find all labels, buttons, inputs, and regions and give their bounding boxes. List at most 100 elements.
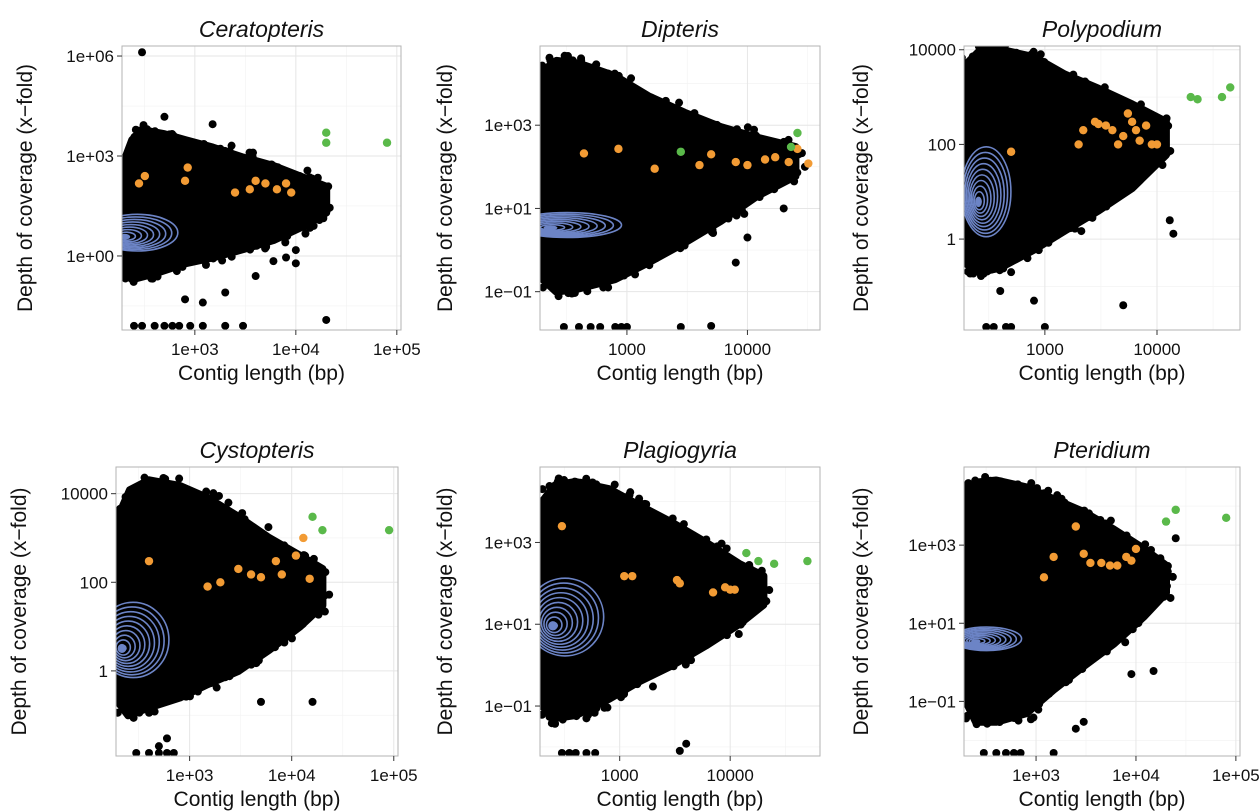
contig-point (576, 478, 585, 487)
plot-marks (122, 48, 392, 330)
density-contour (122, 231, 137, 242)
contig-point (129, 713, 138, 722)
contig-point (325, 590, 334, 599)
contig-point (1040, 57, 1049, 66)
contig-point (254, 656, 263, 665)
contig-point (990, 46, 999, 51)
x-tick-label: 10000 (707, 766, 754, 785)
contig-point (559, 323, 568, 330)
density-contour (540, 596, 584, 646)
contig-point (1134, 619, 1143, 628)
contig-point (643, 672, 652, 681)
orange-highlight-point (277, 570, 287, 579)
contig-point (1090, 652, 1099, 661)
contig-point (757, 187, 766, 196)
contig-point (154, 742, 163, 751)
contig-point (628, 86, 637, 95)
contig-point (1009, 51, 1018, 60)
orange-highlight-point (1152, 140, 1162, 149)
x-axis-label: Contig length (bp) (174, 788, 341, 811)
contig-point (1151, 160, 1160, 169)
contig-point (175, 321, 184, 330)
contig-point (1033, 484, 1042, 493)
contig-point (1111, 192, 1120, 201)
contig-point (765, 586, 774, 595)
contig-point (540, 283, 548, 292)
contig-point (1121, 638, 1130, 647)
contig-point (1146, 545, 1155, 554)
density-contour (116, 634, 136, 659)
contig-point (201, 260, 210, 269)
contig-point (557, 749, 566, 756)
density-contour (122, 218, 167, 249)
contig-point (599, 283, 608, 292)
density-contour (970, 179, 992, 218)
y-tick-label: 1e+01 (484, 615, 532, 634)
density-contour (116, 620, 151, 668)
contig-point (606, 275, 615, 284)
contig-point (1161, 126, 1170, 135)
contig-point (1126, 176, 1135, 185)
contig-point (679, 108, 688, 117)
contig-point (976, 38, 984, 46)
density-contour (971, 185, 989, 214)
density-contour (540, 216, 598, 236)
contig-point (1009, 749, 1018, 756)
green-highlight-point (786, 142, 796, 152)
y-tick-label: 1 (947, 230, 956, 249)
contig-point (964, 97, 968, 105)
orange-highlight-point (1127, 556, 1136, 565)
contig-point (248, 152, 257, 161)
cloud-edge-points (964, 38, 1175, 281)
contig-point (162, 734, 171, 743)
contig-point (122, 172, 124, 180)
contig-point (974, 487, 983, 496)
contig-point (207, 678, 216, 687)
contig-point (687, 656, 696, 665)
contig-point (690, 109, 699, 118)
contig-point (1128, 625, 1137, 634)
contig-point (1141, 540, 1150, 549)
contig-point (211, 493, 220, 502)
contig-point (615, 689, 624, 698)
contig-point (588, 478, 597, 487)
contig-point (974, 46, 983, 51)
contig-point (247, 523, 256, 532)
orange-highlight-point (1141, 121, 1151, 130)
contig-point (130, 321, 139, 330)
contig-point (1137, 612, 1146, 621)
panel-border (539, 45, 821, 331)
contig-point (600, 703, 609, 712)
green-highlight-point (318, 525, 327, 535)
orange-highlight-point (1135, 136, 1144, 145)
contig-point (1115, 96, 1124, 105)
contig-point (281, 238, 290, 247)
contig-point (1027, 479, 1036, 488)
contig-point (712, 120, 721, 129)
contig-point (1148, 598, 1157, 607)
orange-highlight-point (183, 163, 192, 172)
contig-point (1064, 222, 1073, 231)
contig-point (194, 147, 203, 156)
contig-point (125, 142, 134, 151)
panel-1: 1e+03 1e+04 1e+05 1e+00 1e+03 1e+06 Ceratopter… (14, 16, 421, 385)
orange-highlight-point (1006, 147, 1016, 156)
green-highlight-point (1193, 95, 1202, 104)
contig-point (116, 513, 117, 515)
contig-point (540, 522, 545, 531)
x-tick-label: 1000 (1026, 340, 1064, 359)
contig-point (590, 62, 599, 71)
contig-point (116, 694, 121, 703)
contig-point (138, 321, 147, 330)
contig-point (626, 678, 635, 687)
contig-point (152, 134, 161, 143)
contig-point (572, 712, 581, 721)
contig-point (322, 205, 331, 214)
contig-point (992, 749, 1001, 756)
panel-border (115, 466, 399, 757)
contig-point (231, 238, 240, 247)
contig-point (181, 295, 190, 304)
green-highlight-point (1226, 83, 1235, 92)
orange-highlight-point (1097, 558, 1106, 568)
contig-point (154, 749, 163, 756)
